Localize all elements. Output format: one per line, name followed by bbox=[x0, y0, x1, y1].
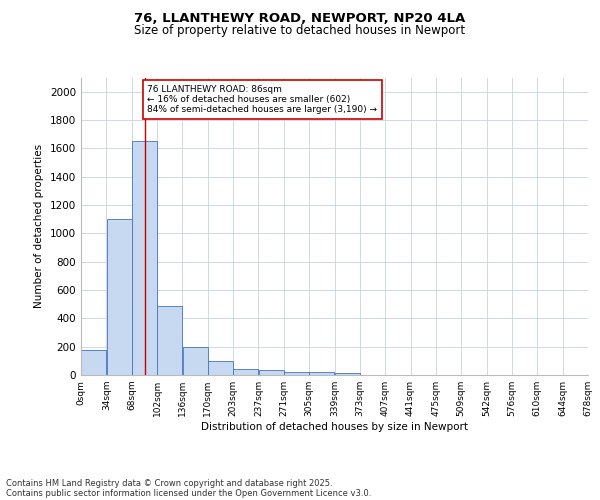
Bar bbox=[107, 219, 131, 375]
Text: Size of property relative to detached houses in Newport: Size of property relative to detached ho… bbox=[134, 24, 466, 37]
Bar bbox=[310, 372, 334, 375]
Text: 76 LLANTHEWY ROAD: 86sqm
← 16% of detached houses are smaller (602)
84% of semi-: 76 LLANTHEWY ROAD: 86sqm ← 16% of detach… bbox=[148, 84, 377, 114]
Text: 76, LLANTHEWY ROAD, NEWPORT, NP20 4LA: 76, LLANTHEWY ROAD, NEWPORT, NP20 4LA bbox=[134, 12, 466, 26]
Bar bbox=[208, 361, 233, 375]
Text: Contains HM Land Registry data © Crown copyright and database right 2025.: Contains HM Land Registry data © Crown c… bbox=[6, 478, 332, 488]
Bar bbox=[233, 369, 258, 375]
Y-axis label: Number of detached properties: Number of detached properties bbox=[34, 144, 44, 308]
Bar bbox=[259, 370, 284, 375]
Bar bbox=[157, 306, 182, 375]
Bar bbox=[81, 350, 106, 375]
Text: Contains public sector information licensed under the Open Government Licence v3: Contains public sector information licen… bbox=[6, 488, 371, 498]
Bar bbox=[335, 374, 359, 375]
X-axis label: Distribution of detached houses by size in Newport: Distribution of detached houses by size … bbox=[201, 422, 468, 432]
Bar bbox=[132, 141, 157, 375]
Bar bbox=[284, 372, 309, 375]
Bar bbox=[182, 346, 208, 375]
